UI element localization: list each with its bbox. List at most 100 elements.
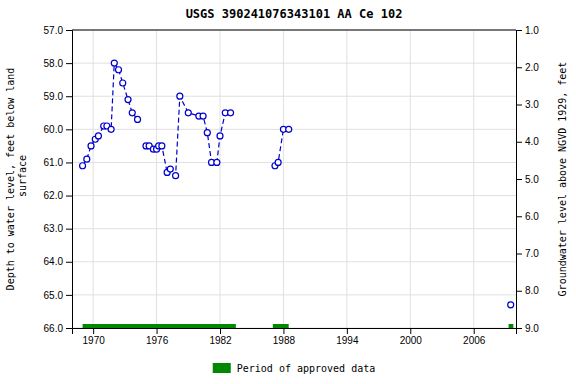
tick-label: 58.0 xyxy=(44,58,64,69)
data-point xyxy=(84,156,90,162)
tick-label: 62.0 xyxy=(44,190,64,201)
y-axis: 57.058.059.060.061.062.063.064.065.066.0 xyxy=(44,25,73,334)
data-point xyxy=(217,133,223,139)
tick-mark xyxy=(220,328,221,334)
tick: 3.0 xyxy=(516,99,539,110)
data-point xyxy=(159,143,165,149)
tick-mark xyxy=(516,67,522,68)
grid-line-y xyxy=(72,195,516,196)
tick-mark xyxy=(66,328,72,329)
data-point xyxy=(95,133,101,139)
data-point xyxy=(508,302,514,308)
tick-label: 2006 xyxy=(463,335,486,346)
tick-label: 2000 xyxy=(400,335,423,346)
grid-line-y xyxy=(72,162,516,163)
tick: 58.0 xyxy=(44,58,72,69)
tick-label: 8.0 xyxy=(525,285,539,296)
tick-label: 60.0 xyxy=(44,124,64,135)
data-point xyxy=(204,130,210,136)
chart: 1970 1976 1982 1988 1994 2000 2006 57.0 58.0 59.0… xyxy=(0,0,576,384)
title: USGS 390241076343101 AA Ce 102 xyxy=(186,7,403,21)
tick-mark xyxy=(66,229,72,230)
tick-mark xyxy=(66,63,72,64)
tick-mark xyxy=(516,179,522,180)
tick: 8.0 xyxy=(516,285,539,296)
tick-mark xyxy=(66,162,72,163)
data-point xyxy=(185,110,191,116)
tick: 2000 xyxy=(400,328,423,346)
legend-swatch xyxy=(213,363,231,373)
tick-label: 59.0 xyxy=(44,91,64,102)
tick-label: 66.0 xyxy=(44,323,64,334)
tick: 9.0 xyxy=(516,323,539,334)
grid-line-x xyxy=(346,30,347,328)
data-point xyxy=(214,159,220,165)
tick-label: 9.0 xyxy=(525,323,539,334)
tick-mark xyxy=(516,216,522,217)
data-point xyxy=(135,116,141,122)
plot-area xyxy=(80,60,514,328)
tick-mark xyxy=(347,328,348,334)
y-axis-label: Depth to water level, feet below land su… xyxy=(5,68,28,291)
tick-label: 1976 xyxy=(146,335,169,346)
tick-label: 2.0 xyxy=(525,62,539,73)
tick: 1988 xyxy=(273,328,296,346)
approved-period xyxy=(83,324,236,328)
grid-line-y xyxy=(72,228,516,229)
grid-line-y xyxy=(72,129,516,130)
tick-label: 64.0 xyxy=(44,256,64,267)
tick-mark xyxy=(66,262,72,263)
legend-label: Period of approved data xyxy=(237,363,375,374)
tick-mark xyxy=(66,196,72,197)
tick: 2006 xyxy=(463,328,486,346)
approved-period xyxy=(273,324,289,328)
tick-mark xyxy=(66,30,72,31)
grid-line-x xyxy=(93,30,94,328)
tick-mark xyxy=(157,328,158,334)
tick: 1.0 xyxy=(516,25,539,36)
tick: 1994 xyxy=(336,328,359,346)
tick-label: 57.0 xyxy=(44,25,64,36)
tick-mark xyxy=(516,142,522,143)
tick-mark xyxy=(283,328,284,334)
tick-mark xyxy=(516,291,522,292)
data-point xyxy=(88,143,94,149)
grid-line-x xyxy=(220,30,221,328)
tick: 5.0 xyxy=(516,174,539,185)
tick-label: 5.0 xyxy=(525,174,539,185)
y2-axis-label: Groundwater level above NGVD 1929, feet xyxy=(557,62,568,297)
tick: 4.0 xyxy=(516,136,539,147)
tick-mark xyxy=(66,129,72,130)
tick: 65.0 xyxy=(44,290,72,301)
grid xyxy=(72,30,516,328)
x-axis: 1970 1976 1982 1988 1994 2000 2006 xyxy=(73,328,517,346)
axis-domain xyxy=(517,31,523,329)
legend: Period of approved data xyxy=(213,363,375,374)
grid-line-x xyxy=(473,30,474,328)
tick: 1976 xyxy=(146,328,169,346)
tick: 1982 xyxy=(209,328,232,346)
tick-label: 3.0 xyxy=(525,99,539,110)
data-point xyxy=(129,110,135,116)
data-point xyxy=(111,60,117,66)
approved-period xyxy=(509,324,514,328)
tick-mark xyxy=(516,254,522,255)
tick-mark xyxy=(93,328,94,334)
tick-label: 65.0 xyxy=(44,290,64,301)
tick-mark xyxy=(410,328,411,334)
tick-mark xyxy=(66,295,72,296)
tick-mark xyxy=(474,328,475,334)
tick-mark xyxy=(516,328,522,329)
data-point xyxy=(286,126,292,132)
data-point xyxy=(125,97,131,103)
grid-line-y xyxy=(72,96,516,97)
data-point xyxy=(200,113,206,119)
data-point xyxy=(120,80,126,86)
grid-line-y xyxy=(72,30,516,31)
data-point xyxy=(80,163,86,169)
tick-label: 1982 xyxy=(209,335,232,346)
tick-label: 1988 xyxy=(273,335,296,346)
tick: 1970 xyxy=(83,328,106,346)
series-line xyxy=(83,63,511,305)
data-point xyxy=(228,110,234,116)
